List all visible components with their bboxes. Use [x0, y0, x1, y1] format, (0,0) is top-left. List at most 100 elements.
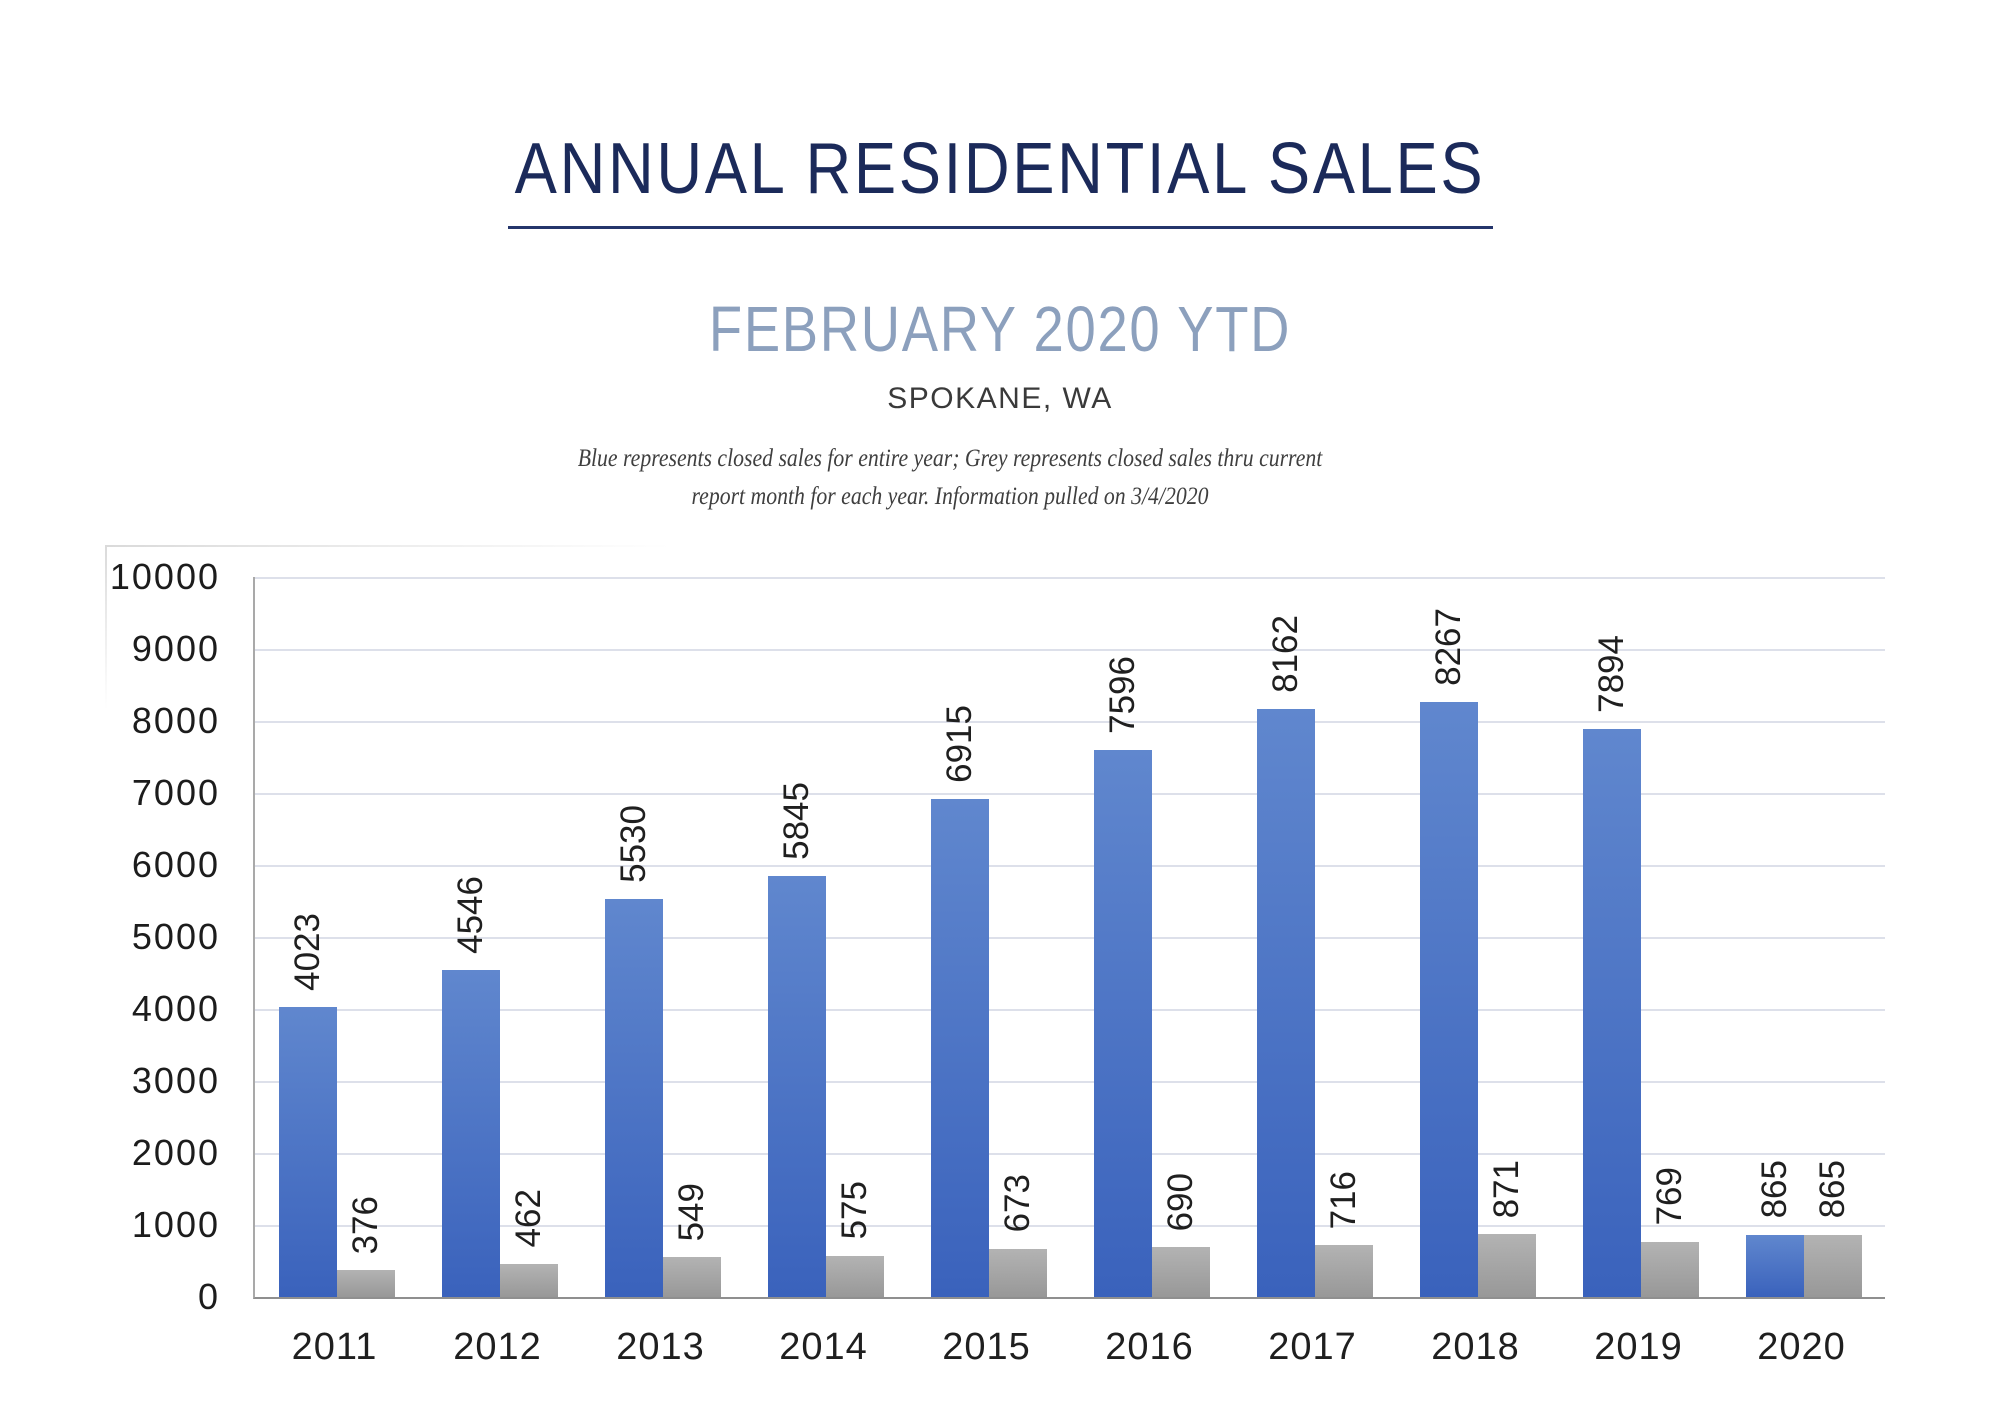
bar-column: 4546: [441, 577, 500, 1297]
bar-value-label: 871: [1487, 1159, 1526, 1219]
bar-annual-sales: [930, 799, 989, 1297]
bar-group-2020: 865 865: [1722, 577, 1885, 1297]
y-axis-tick-labels: 10000 9000 8000 7000 6000 5000 4000 3000 2000 100…: [0, 556, 220, 1317]
bar-column: 4023: [278, 577, 337, 1297]
bar-annual-sales: [441, 969, 500, 1297]
background-card-edge-left: [105, 545, 107, 710]
x-axis-year-label: 2012: [453, 1326, 542, 1368]
bar-group-2012: 4546 462: [418, 577, 581, 1297]
bar-value-label: 7596: [1103, 656, 1142, 735]
y-axis-tick-label: 3000: [131, 1060, 220, 1101]
x-axis-year-label: 2016: [1105, 1326, 1194, 1368]
bar-value-label: 376: [346, 1195, 385, 1254]
bar-column: 865: [1803, 577, 1862, 1297]
bar-column: 462: [499, 577, 558, 1297]
bar-group-2013: 5530 549: [581, 577, 744, 1297]
bar-ytd-sales: [1151, 1247, 1210, 1297]
gridline: [255, 1153, 1885, 1155]
y-axis-tick-label: 7000: [131, 772, 220, 813]
gridline: [255, 1081, 1885, 1083]
gridline: [255, 1009, 1885, 1011]
page-subtitle: FEBRUARY 2020 YTD: [708, 293, 1292, 365]
bar-column: 690: [1151, 577, 1210, 1297]
bar-ytd-sales: [1477, 1234, 1536, 1297]
bar-group-2019: 7894 769: [1559, 577, 1722, 1297]
bar-groups: 4023 376 4546 462 5530 549 5845 575 6915 673 7596 6…: [255, 577, 1885, 1297]
bar-value-label: 4023: [288, 913, 327, 992]
title-underline: [508, 226, 1493, 229]
x-axis-labels: 2011 2012 2013 2014 2015 2016 2017 2018 2019 2020: [253, 1326, 1883, 1369]
bar-column: 7894: [1582, 577, 1641, 1297]
y-axis-tick-label: 0: [197, 1276, 220, 1317]
bar-column: 8267: [1419, 577, 1478, 1297]
bar-annual-sales: [1745, 1234, 1804, 1297]
bar-annual-sales: [1582, 728, 1641, 1297]
bar-ytd-sales: [1803, 1234, 1862, 1297]
background-card-edge-top: [105, 545, 670, 547]
bar-column: 6915: [930, 577, 989, 1297]
bar-column: 871: [1477, 577, 1536, 1297]
y-axis-tick-label: 5000: [131, 916, 220, 957]
bar-value-label: 575: [835, 1181, 874, 1240]
chart-note: Blue represents closed sales for entire …: [124, 440, 1777, 516]
chart-note-line1: Blue represents closed sales for entire …: [577, 445, 1323, 472]
y-axis-tick-label: 2000: [131, 1132, 220, 1173]
x-axis-year-label: 2014: [779, 1326, 868, 1368]
gridline: [255, 937, 1885, 939]
gridline: [255, 793, 1885, 795]
gridline: [255, 649, 1885, 651]
bar-ytd-sales: [499, 1263, 558, 1297]
bar-value-label: 4546: [451, 875, 490, 954]
gridline: [255, 865, 1885, 867]
bar-ytd-sales: [1314, 1245, 1373, 1297]
bar-group-2017: 8162 716: [1233, 577, 1396, 1297]
x-axis-year-label: 2011: [291, 1326, 378, 1368]
bar-annual-sales: [604, 898, 663, 1297]
bar-ytd-sales: [336, 1269, 395, 1297]
y-axis-tick-label: 1000: [131, 1204, 220, 1245]
bar-group-2014: 5845 575: [744, 577, 907, 1297]
gridline: [255, 577, 1885, 579]
bar-value-label: 462: [509, 1189, 548, 1248]
bar-value-label: 716: [1324, 1171, 1363, 1230]
bar-column: 865: [1745, 577, 1804, 1297]
y-axis-tick-label: 10000: [109, 556, 220, 597]
bar-column: 8162: [1256, 577, 1315, 1297]
bar-column: 575: [825, 577, 884, 1297]
bar-annual-sales: [278, 1007, 337, 1297]
y-axis-tick-label: 9000: [131, 628, 220, 669]
bar-column: 673: [988, 577, 1047, 1297]
bar-annual-sales: [1419, 701, 1478, 1297]
bar-value-label: 5530: [614, 804, 653, 883]
x-axis-year-label: 2015: [942, 1326, 1031, 1368]
bar-annual-sales: [767, 876, 826, 1297]
bar-value-label: 8162: [1266, 615, 1305, 694]
y-axis-tick-label: 4000: [131, 988, 220, 1029]
bar-value-label: 690: [1161, 1172, 1200, 1232]
x-axis-year-label: 2018: [1431, 1326, 1520, 1368]
x-axis-year-label: 2019: [1594, 1326, 1683, 1368]
bar-value-label: 7894: [1592, 634, 1631, 713]
bar-value-label: 6915: [940, 705, 979, 784]
bar-group-2016: 7596 690: [1070, 577, 1233, 1297]
bar-value-label: 865: [1813, 1160, 1852, 1219]
bar-value-label: 673: [998, 1174, 1037, 1233]
bar-group-2015: 6915 673: [907, 577, 1070, 1297]
x-axis-year-label: 2013: [616, 1326, 705, 1368]
bar-value-label: 865: [1755, 1160, 1794, 1219]
gridline: [255, 721, 1885, 723]
bar-ytd-sales: [662, 1257, 721, 1297]
bar-value-label: 8267: [1429, 607, 1468, 686]
bar-annual-sales: [1093, 750, 1152, 1297]
bar-annual-sales: [1256, 709, 1315, 1297]
x-axis-year-label: 2020: [1757, 1326, 1846, 1368]
bar-column: 716: [1314, 577, 1373, 1297]
bar-value-label: 769: [1650, 1167, 1689, 1226]
bar-group-2011: 4023 376: [255, 577, 418, 1297]
gridline: [255, 1225, 1885, 1227]
bar-ytd-sales: [1640, 1241, 1699, 1297]
bar-column: 7596: [1093, 577, 1152, 1297]
bar-chart-plot-area: 4023 376 4546 462 5530 549 5845 575 6915 673 7596 6…: [253, 577, 1885, 1299]
bar-column: 376: [336, 577, 395, 1297]
